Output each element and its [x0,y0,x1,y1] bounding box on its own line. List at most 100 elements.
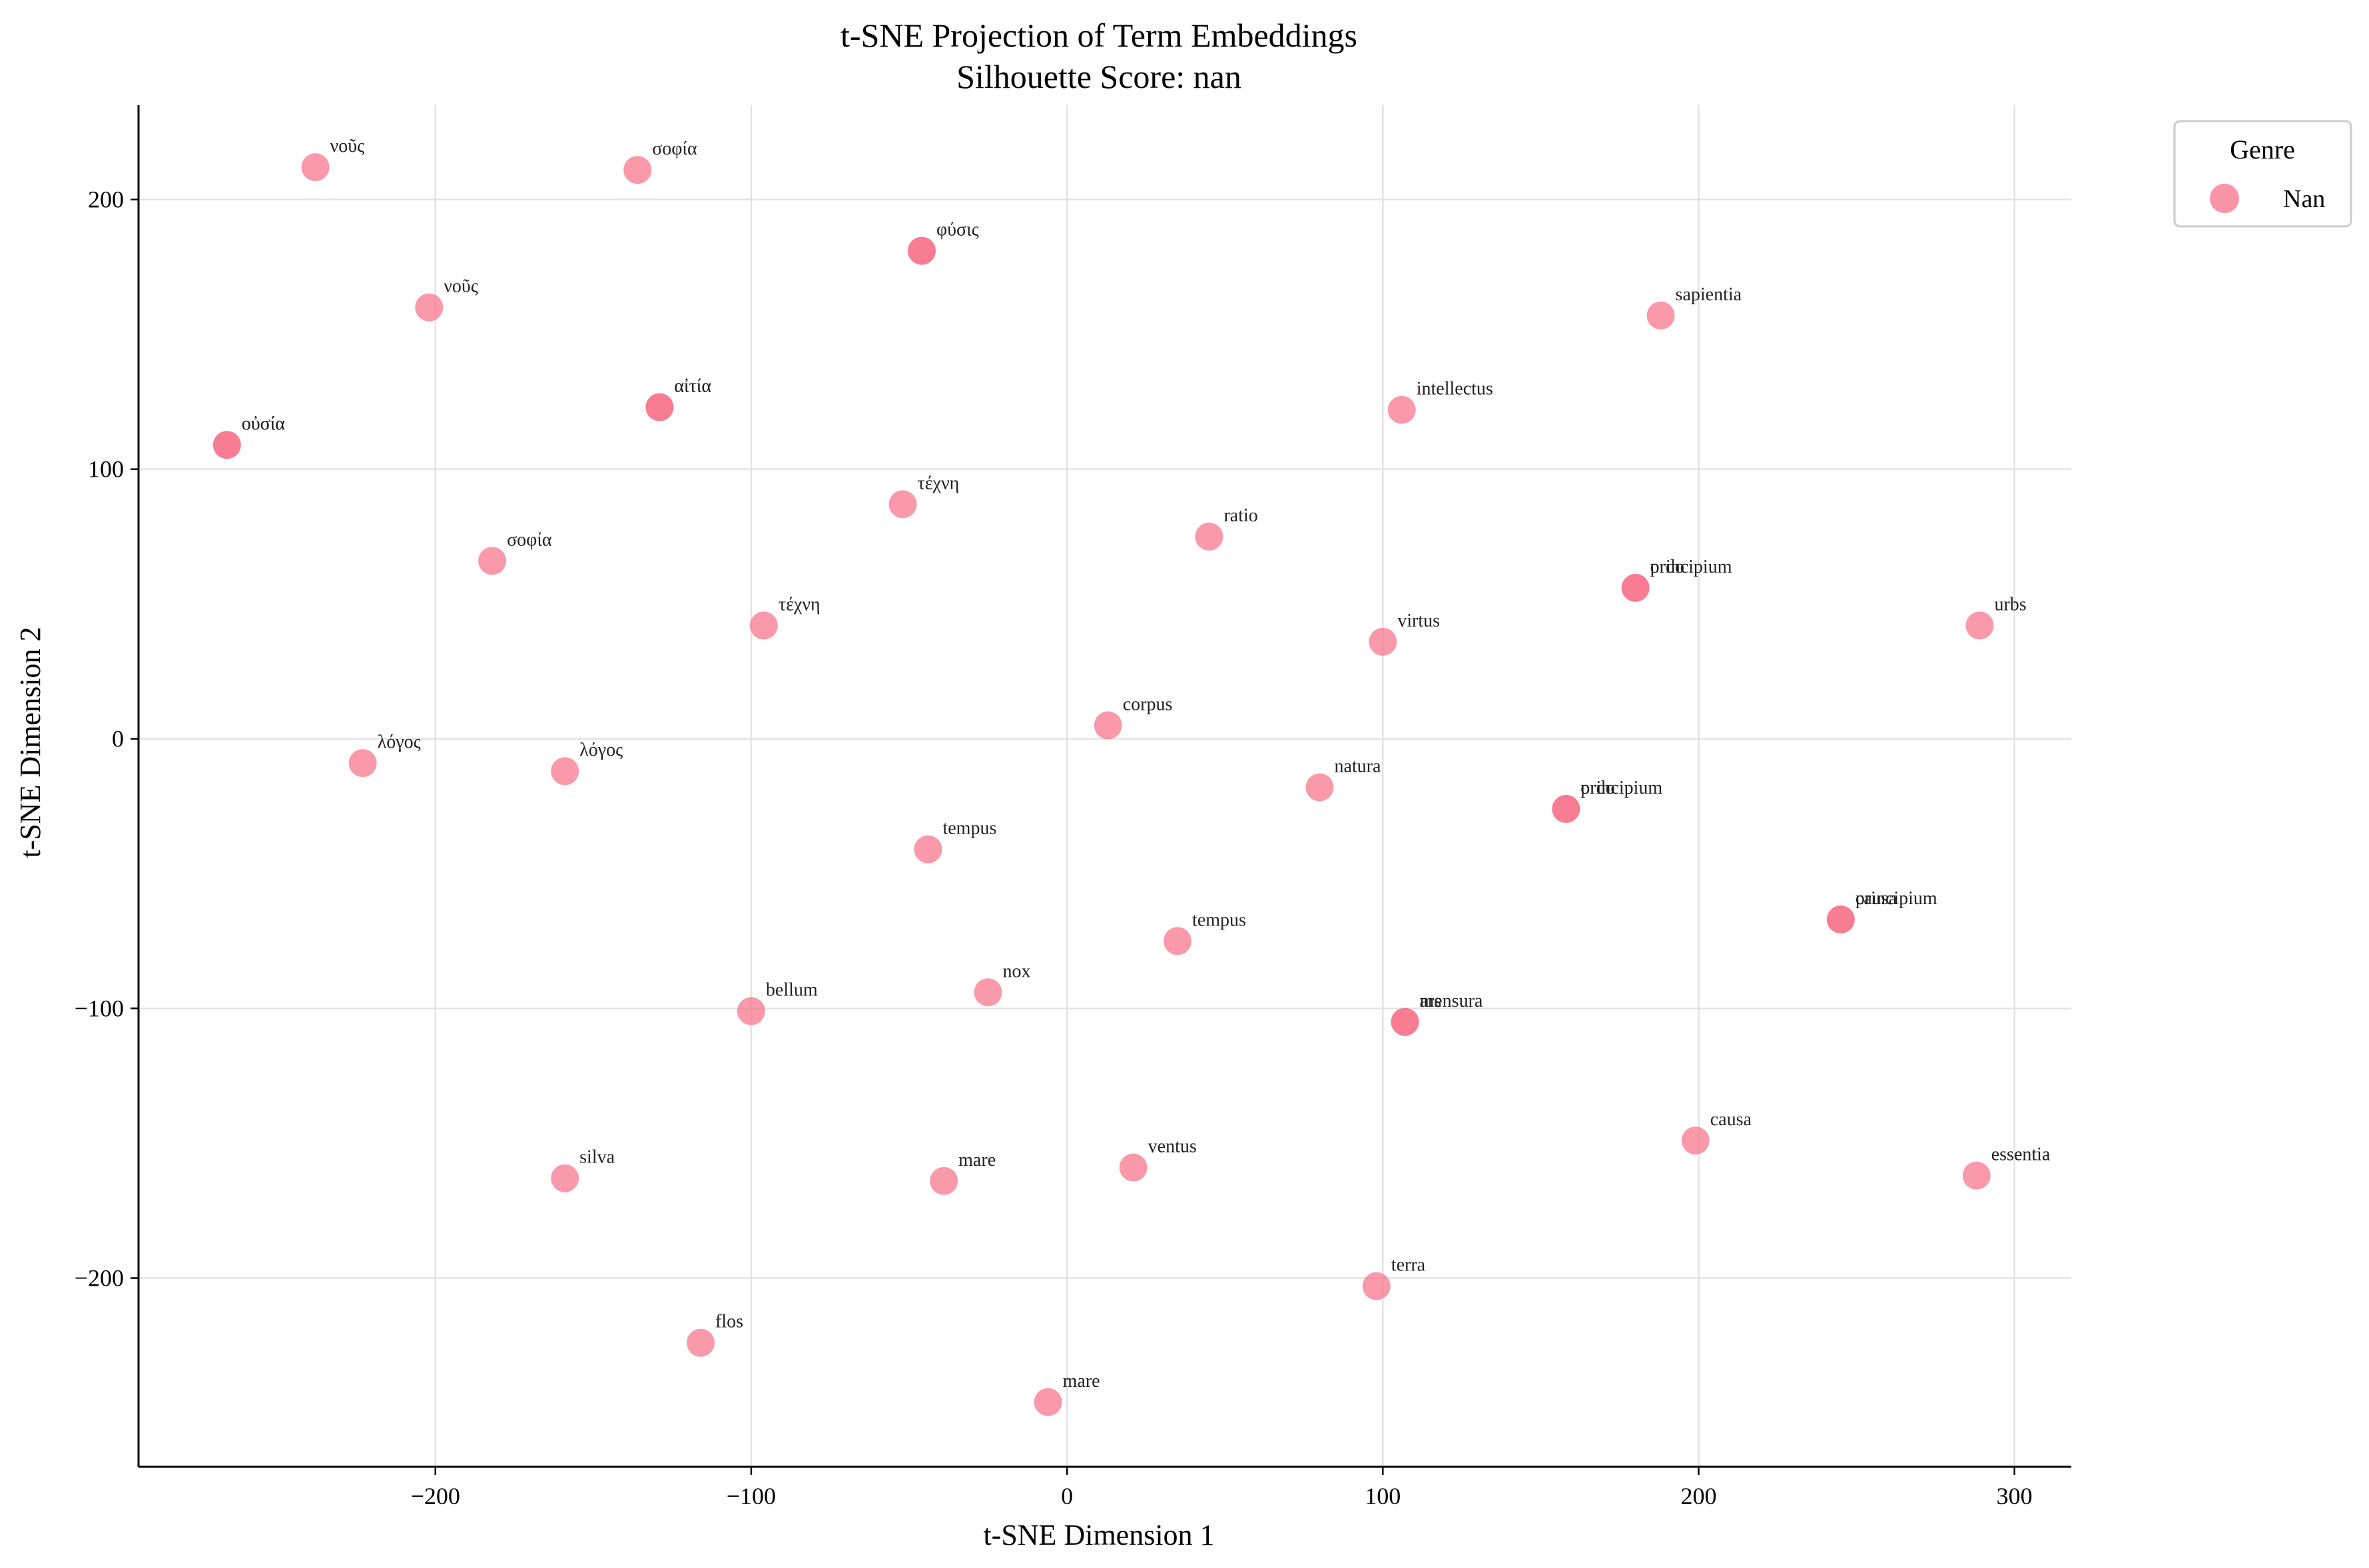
point-label: causa [1856,888,1897,909]
point-label: flos [715,1312,743,1332]
point-label: tempus [1192,910,1246,930]
x-ticks: −200 −100 0 100 200 300 [411,1467,2033,1509]
point-label: ventus [1148,1137,1197,1157]
legend: Genre Nan [2173,120,2352,228]
point-label: τέχνη [779,595,821,615]
point-label: οὐσία [242,413,285,434]
chart-title: t-SNE Projection of Term Embeddings [841,17,1357,54]
point-label: λόγος [579,740,623,760]
data-point [1621,573,1650,602]
x-tick-label: 0 [1061,1483,1073,1509]
point-label: mare [1063,1371,1100,1392]
point-label: principium [1650,557,1732,577]
point-label: sapientia [1676,284,1742,305]
point-label: νοῦς [444,276,478,297]
grid-lines [139,105,2071,1467]
point-label: silva [579,1147,615,1168]
data-point [1094,711,1122,740]
data-point [1034,1388,1062,1416]
point-label: principium [1856,888,1937,909]
point-label: αἰτία [674,376,711,397]
data-points [212,153,1994,1416]
data-point [301,153,330,182]
point-labels: νοῦς σοφίαφύσιςνοῦςαἰτίααἰτίαοὐσίαοὐσίατέ… [242,136,2051,1392]
data-point [1826,905,1855,933]
data-point [930,1167,958,1195]
data-point [1962,1161,1991,1190]
data-point [551,1164,579,1192]
point-label: ordo [1580,778,1614,798]
point-label: τέχνη [918,473,960,493]
y-axis-label: t-SNE Dimension 2 [14,627,47,858]
data-point [888,490,917,519]
y-tick-label: −100 [75,995,124,1022]
data-point [1646,301,1675,330]
data-point [974,978,1002,1007]
legend-marker [2210,184,2239,213]
point-label: ratio [1223,505,1257,526]
point-label: terra [1391,1255,1426,1276]
data-point [1552,794,1580,823]
data-point [623,156,652,184]
point-label: essentia [1991,1145,2051,1165]
data-point [907,236,936,265]
data-point [737,997,765,1025]
point-label: φύσις [936,220,979,240]
point-label: νοῦς [330,136,365,156]
x-tick-label: −200 [411,1483,460,1509]
data-point [914,835,942,864]
data-point [1119,1153,1148,1182]
point-label: οὐσία [242,413,285,434]
x-tick-label: −100 [727,1483,776,1509]
chart-subtitle: Silhouette Score: nan [956,58,1241,95]
point-label: σοφία [507,529,552,550]
point-label: bellum [766,980,818,1001]
data-point [1391,1007,1419,1036]
point-label: ordo [1650,557,1684,577]
y-tick-label: 0 [112,726,124,752]
point-label: urbs [1994,595,2026,615]
point-label: principium [1580,778,1662,798]
x-tick-label: 300 [1997,1483,2033,1509]
data-point [1362,1272,1391,1300]
point-label: mare [958,1150,996,1171]
data-point [1305,773,1334,802]
y-ticks: −200 −100 0 100 200 [75,186,139,1292]
data-point [348,749,377,778]
x-tick-label: 100 [1365,1483,1401,1509]
x-axis-label: t-SNE Dimension 1 [983,1519,1214,1551]
data-point [1164,927,1192,955]
point-label: tempus [942,818,996,839]
point-label: ars [1419,991,1441,1011]
data-point [478,547,507,575]
point-label: mensura [1419,991,1483,1011]
y-tick-label: −200 [75,1265,124,1292]
data-point [1387,395,1416,424]
point-label: corpus [1123,694,1173,714]
axes [137,105,2071,1468]
point-label: virtus [1397,611,1440,631]
data-point [415,293,444,322]
data-point [551,757,579,786]
point-label: intellectus [1417,379,1493,399]
data-point [1681,1127,1710,1155]
point-label: natura [1334,756,1381,777]
point-label: causa [1710,1109,1752,1130]
x-tick-label: 200 [1680,1483,1716,1509]
y-tick-label: 200 [88,186,124,213]
data-point [1195,522,1223,551]
data-point [687,1328,715,1357]
data-point [749,611,778,640]
data-point [1965,611,1994,640]
legend-entry-label: Nan [2283,185,2325,213]
point-label: nox [1003,961,1031,981]
y-tick-label: 100 [88,456,124,483]
data-point [645,393,674,421]
data-point [212,431,241,459]
data-point [1369,627,1397,656]
point-label: λόγος [378,732,421,752]
legend-title: Genre [2230,134,2295,164]
point-label: σοφία [652,138,697,159]
